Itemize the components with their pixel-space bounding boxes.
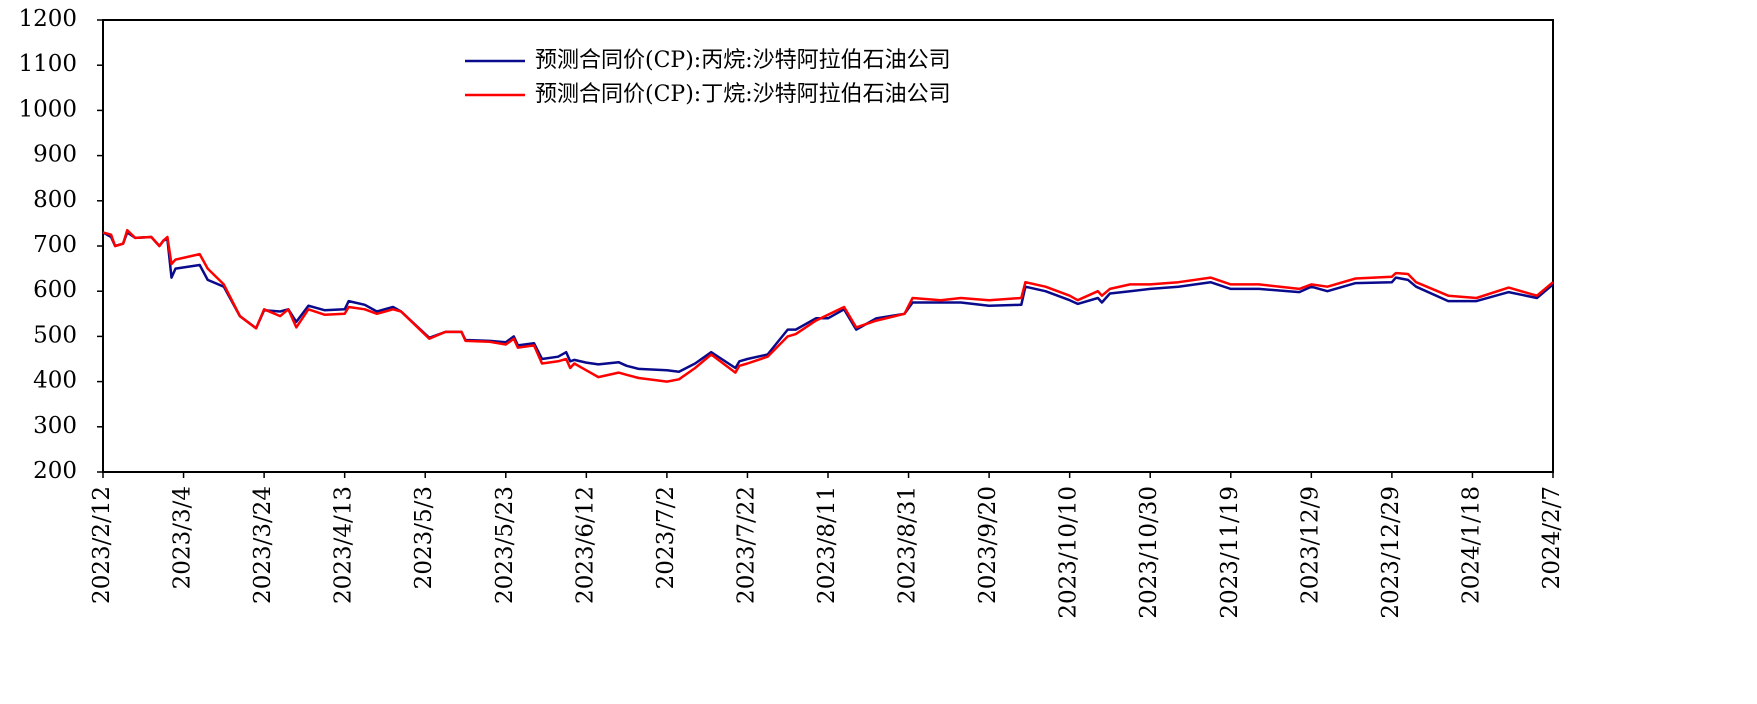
x-tick-label: 2023/5/3 xyxy=(411,486,437,589)
x-tick-label: 2023/7/2 xyxy=(653,486,679,589)
x-tick-label: 2023/10/10 xyxy=(1056,486,1082,619)
x-tick-label: 2023/10/30 xyxy=(1136,486,1162,619)
x-tick-label: 2023/5/23 xyxy=(492,486,518,604)
y-tick-label: 900 xyxy=(33,142,77,168)
y-tick-label: 1100 xyxy=(18,51,77,77)
x-tick-label: 2023/2/12 xyxy=(89,486,115,604)
x-tick-label: 2023/6/12 xyxy=(572,486,598,604)
x-tick-label: 2024/2/7 xyxy=(1539,486,1565,589)
y-tick-label: 600 xyxy=(33,277,77,303)
x-tick-label: 2023/12/29 xyxy=(1378,486,1404,619)
y-tick-label: 300 xyxy=(33,413,77,439)
y-tick-label: 400 xyxy=(33,368,77,394)
x-tick-label: 2024/1/18 xyxy=(1458,486,1484,604)
legend-label: 预测合同价(CP):丁烷:沙特阿拉伯石油公司 xyxy=(535,82,951,107)
x-tick-label: 2023/11/19 xyxy=(1217,486,1243,619)
x-tick-label: 2023/9/20 xyxy=(975,486,1001,604)
y-tick-label: 1200 xyxy=(18,6,77,32)
y-tick-label: 700 xyxy=(33,232,77,258)
y-tick-label: 500 xyxy=(33,322,77,348)
x-tick-label: 2023/12/9 xyxy=(1297,486,1323,604)
series-line xyxy=(102,231,1554,373)
y-tick-label: 800 xyxy=(33,187,77,213)
x-tick-label: 2023/4/13 xyxy=(331,486,357,604)
x-tick-label: 2023/7/22 xyxy=(733,486,759,604)
x-tick-label: 2023/3/24 xyxy=(250,486,276,604)
series-line xyxy=(102,228,1554,383)
x-tick-label: 2023/8/31 xyxy=(895,486,921,604)
y-tick-label: 200 xyxy=(33,458,77,484)
x-tick-label: 2023/8/11 xyxy=(814,486,840,604)
y-tick-label: 1000 xyxy=(18,96,77,122)
legend-label: 预测合同价(CP):丙烷:沙特阿拉伯石油公司 xyxy=(535,48,951,73)
x-tick-label: 2023/3/4 xyxy=(170,486,196,589)
